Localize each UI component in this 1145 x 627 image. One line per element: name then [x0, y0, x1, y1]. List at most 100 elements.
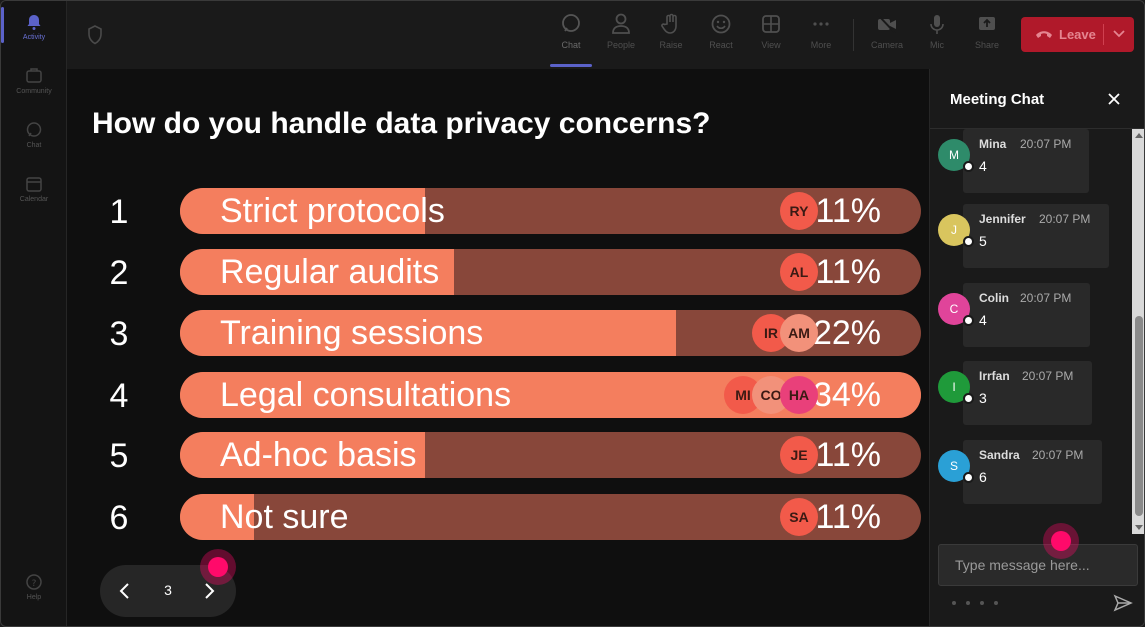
message-timestamp: 20:07 PM [1032, 448, 1084, 462]
voter-avatar: AL [780, 253, 818, 291]
poll-option-row: 6 Not sure SA 11% [67, 494, 929, 540]
presence-status-icon [963, 161, 974, 172]
chat-divider [930, 128, 1144, 129]
close-icon[interactable] [1107, 92, 1121, 106]
left-rail: Activity Community Chat Calendar ? Help [1, 1, 67, 626]
option-number: 5 [109, 437, 129, 475]
result-bar: Training sessions IR AM 22% [180, 310, 921, 356]
result-bar-fill [180, 310, 677, 356]
raise-button-label: Raise [659, 40, 683, 50]
result-bar: Regular audits AL 11% [180, 249, 921, 295]
rail-item-chat[interactable]: Chat [1, 121, 67, 149]
chat-button[interactable]: Chat [548, 13, 594, 67]
more-button-label: More [810, 40, 832, 50]
top-toolbar: Chat People Raise React View More Camera [67, 1, 1144, 69]
sender-name: Irrfan [979, 369, 1010, 383]
mic-button-label: Mic [930, 40, 944, 50]
chat-message: Sandra 20:07 PM 6 S [930, 440, 1130, 504]
result-bar: Strict protocols RY 11% [180, 188, 921, 234]
sender-name: Mina [979, 137, 1007, 151]
people-button-label: People [606, 40, 636, 50]
option-label: Strict protocols [220, 192, 445, 230]
option-number: 1 [109, 193, 129, 231]
smiley-icon [711, 14, 731, 34]
chat-message: Mina 20:07 PM 4 M [930, 129, 1130, 193]
view-button[interactable]: View [748, 13, 794, 50]
result-bar-fill [180, 494, 255, 540]
scroll-up-arrow-icon[interactable] [1135, 133, 1143, 138]
leave-button[interactable]: Leave [1021, 17, 1134, 52]
rail-item-calendar[interactable]: Calendar [1, 175, 67, 203]
community-icon [26, 68, 42, 83]
poll-option-row: 5 Ad-hoc basis JE 11% [67, 432, 929, 478]
option-label: Legal consultations [220, 376, 512, 414]
camera-off-icon [878, 15, 896, 34]
chat-icon [562, 14, 580, 32]
poll-results-area: How do you handle data privacy concerns?… [67, 69, 929, 626]
sender-name: Sandra [979, 448, 1020, 462]
rail-item-label: Activity [22, 34, 46, 41]
scroll-thumb[interactable] [1135, 316, 1143, 516]
option-label: Training sessions [220, 314, 484, 352]
chat-title: Meeting Chat [950, 91, 1045, 108]
meeting-chat-panel: Meeting Chat Mina 20:07 PM 4 M Jennifer 20:07… [929, 69, 1144, 626]
more-button[interactable]: More [798, 13, 844, 50]
page-number: 3 [164, 582, 172, 598]
mic-button[interactable]: Mic [914, 13, 960, 50]
option-label: Regular audits [220, 253, 440, 291]
hang-up-icon [1036, 31, 1052, 38]
share-button-label: Share [974, 40, 1000, 50]
leave-button-label: Leave [1059, 27, 1096, 42]
poll-option-row: 1 Strict protocols RY 11% [67, 188, 929, 234]
presence-status-icon [963, 236, 974, 247]
toolbar-divider [853, 19, 854, 51]
chevron-left-icon[interactable] [116, 581, 134, 601]
option-label: Ad-hoc basis [220, 436, 417, 474]
rail-item-label: Community [16, 88, 52, 95]
rail-item-help[interactable]: ? Help [1, 573, 67, 601]
react-button[interactable]: React [698, 13, 744, 50]
presence-status-icon [963, 393, 974, 404]
camera-button[interactable]: Camera [864, 13, 910, 50]
send-icon[interactable] [1113, 594, 1133, 612]
rail-item-activity[interactable]: Activity [1, 7, 67, 43]
raise-hand-button[interactable]: Raise [648, 13, 694, 50]
formatting-tools[interactable] [950, 599, 1010, 609]
chat-message-list: Mina 20:07 PM 4 M Jennifer 20:07 PM 5 J Colin 20:… [930, 129, 1133, 534]
svg-text:?: ? [32, 579, 37, 589]
more-icon [813, 22, 829, 26]
option-number: 4 [109, 377, 129, 415]
share-button[interactable]: Share [964, 13, 1010, 50]
chat-scrollbar[interactable] [1132, 129, 1144, 534]
rail-item-label: Calendar [19, 196, 49, 203]
option-number: 2 [109, 254, 129, 292]
voter-avatar: AM [780, 314, 818, 352]
voter-avatar: SA [780, 498, 818, 536]
result-bar-fill [180, 432, 425, 478]
view-button-label: View [761, 40, 781, 50]
react-button-label: React [709, 40, 733, 50]
result-bar: Ad-hoc basis JE 11% [180, 432, 921, 478]
people-button[interactable]: People [598, 13, 644, 50]
option-percentage: 22% [812, 314, 881, 352]
camera-button-label: Camera [870, 40, 903, 50]
message-text: 5 [979, 233, 987, 249]
sender-name: Colin [979, 291, 1009, 305]
chevron-down-icon[interactable] [1113, 30, 1125, 38]
poll-option-row: 4 Legal consultations MI CO HA 34% [67, 372, 929, 418]
option-percentage: 11% [815, 192, 881, 230]
result-bar: Not sure SA 11% [180, 494, 921, 540]
leave-divider [1103, 24, 1104, 45]
chat-message-input[interactable] [938, 544, 1138, 586]
poll-question: How do you handle data privacy concerns? [92, 107, 711, 140]
rail-item-community[interactable]: Community [1, 67, 67, 95]
share-icon [979, 17, 995, 30]
message-bubble: Jennifer 20:07 PM 5 [963, 204, 1109, 268]
presence-status-icon [963, 315, 974, 326]
chat-icon [26, 122, 42, 137]
scroll-down-arrow-icon[interactable] [1135, 525, 1143, 530]
option-number: 3 [109, 315, 129, 353]
formatting-icons[interactable] [950, 599, 1010, 607]
message-text: 4 [979, 158, 987, 174]
chevron-right-icon[interactable] [200, 581, 218, 601]
